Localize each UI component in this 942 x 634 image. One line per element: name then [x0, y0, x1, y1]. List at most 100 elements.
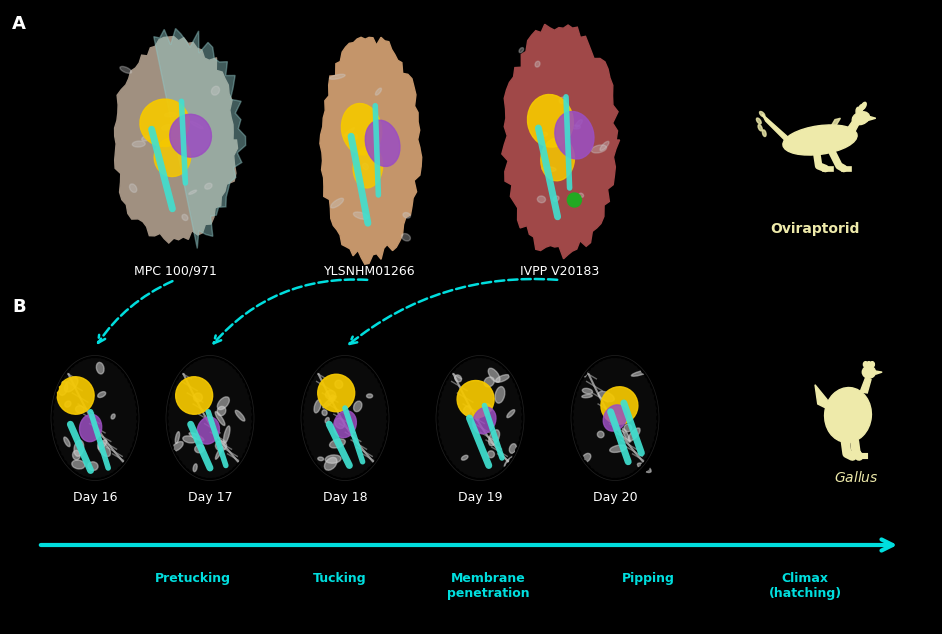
Ellipse shape	[335, 478, 343, 486]
Ellipse shape	[297, 397, 304, 405]
Ellipse shape	[451, 469, 460, 477]
Ellipse shape	[479, 350, 488, 358]
Ellipse shape	[224, 474, 232, 481]
Ellipse shape	[587, 469, 594, 477]
Ellipse shape	[171, 373, 179, 381]
Ellipse shape	[438, 378, 446, 386]
Ellipse shape	[348, 133, 357, 140]
Ellipse shape	[163, 437, 171, 446]
Ellipse shape	[600, 141, 609, 150]
Ellipse shape	[216, 441, 227, 451]
Ellipse shape	[365, 120, 400, 166]
Ellipse shape	[217, 406, 226, 416]
Polygon shape	[762, 114, 790, 145]
Ellipse shape	[657, 414, 665, 422]
Ellipse shape	[565, 404, 574, 411]
Text: Pipping: Pipping	[622, 572, 674, 585]
Ellipse shape	[620, 477, 627, 486]
Ellipse shape	[378, 375, 386, 384]
Ellipse shape	[252, 414, 260, 422]
Ellipse shape	[309, 460, 317, 469]
Ellipse shape	[504, 456, 517, 469]
Ellipse shape	[515, 381, 524, 389]
Ellipse shape	[591, 356, 599, 364]
Ellipse shape	[431, 431, 440, 439]
Ellipse shape	[186, 472, 194, 480]
Ellipse shape	[160, 404, 169, 411]
Ellipse shape	[135, 434, 142, 443]
Ellipse shape	[431, 397, 440, 405]
Ellipse shape	[510, 370, 518, 378]
Ellipse shape	[498, 358, 506, 366]
Ellipse shape	[223, 426, 230, 443]
Ellipse shape	[570, 444, 578, 452]
Ellipse shape	[444, 368, 452, 376]
Ellipse shape	[124, 458, 133, 466]
Ellipse shape	[560, 97, 566, 103]
Ellipse shape	[215, 477, 222, 486]
Ellipse shape	[645, 370, 653, 378]
Ellipse shape	[58, 382, 68, 396]
Ellipse shape	[165, 444, 173, 452]
Ellipse shape	[465, 477, 473, 484]
Ellipse shape	[620, 351, 627, 359]
Ellipse shape	[513, 453, 521, 460]
Ellipse shape	[74, 440, 84, 456]
Ellipse shape	[502, 467, 511, 475]
Ellipse shape	[354, 353, 363, 360]
Ellipse shape	[71, 356, 79, 364]
Ellipse shape	[171, 455, 179, 463]
Ellipse shape	[367, 361, 376, 369]
Ellipse shape	[456, 356, 463, 364]
Ellipse shape	[461, 353, 468, 361]
Ellipse shape	[456, 472, 463, 480]
Ellipse shape	[251, 400, 259, 408]
Ellipse shape	[62, 465, 71, 473]
Ellipse shape	[518, 387, 526, 396]
Ellipse shape	[335, 380, 343, 389]
Ellipse shape	[444, 460, 452, 469]
Ellipse shape	[136, 428, 144, 436]
Ellipse shape	[246, 381, 253, 389]
Ellipse shape	[401, 233, 411, 241]
Ellipse shape	[600, 477, 609, 484]
Ellipse shape	[433, 437, 441, 446]
Ellipse shape	[45, 417, 53, 425]
Ellipse shape	[506, 463, 514, 470]
Ellipse shape	[131, 381, 138, 389]
Ellipse shape	[189, 433, 203, 441]
Text: Day 18: Day 18	[323, 491, 367, 503]
Ellipse shape	[133, 387, 141, 396]
Ellipse shape	[353, 401, 362, 411]
Ellipse shape	[455, 375, 462, 382]
Ellipse shape	[124, 370, 133, 378]
Ellipse shape	[182, 469, 189, 477]
Ellipse shape	[515, 447, 524, 455]
Ellipse shape	[553, 196, 559, 202]
Ellipse shape	[628, 428, 641, 441]
Ellipse shape	[494, 474, 502, 481]
Ellipse shape	[521, 428, 529, 436]
Ellipse shape	[447, 465, 456, 473]
Ellipse shape	[109, 474, 117, 481]
Ellipse shape	[325, 475, 333, 482]
Ellipse shape	[520, 434, 528, 443]
Ellipse shape	[376, 88, 382, 95]
Ellipse shape	[252, 407, 260, 415]
Polygon shape	[154, 29, 246, 249]
Ellipse shape	[175, 377, 213, 414]
Ellipse shape	[595, 475, 604, 482]
Ellipse shape	[215, 351, 222, 359]
Ellipse shape	[470, 478, 478, 486]
Ellipse shape	[573, 450, 580, 458]
Ellipse shape	[89, 479, 98, 486]
Ellipse shape	[330, 439, 346, 448]
Ellipse shape	[430, 404, 439, 411]
Ellipse shape	[582, 389, 593, 394]
Ellipse shape	[193, 393, 203, 402]
Text: Day 19: Day 19	[458, 491, 502, 503]
Ellipse shape	[204, 183, 212, 189]
Ellipse shape	[200, 478, 208, 486]
Ellipse shape	[758, 125, 762, 131]
Ellipse shape	[321, 356, 329, 364]
